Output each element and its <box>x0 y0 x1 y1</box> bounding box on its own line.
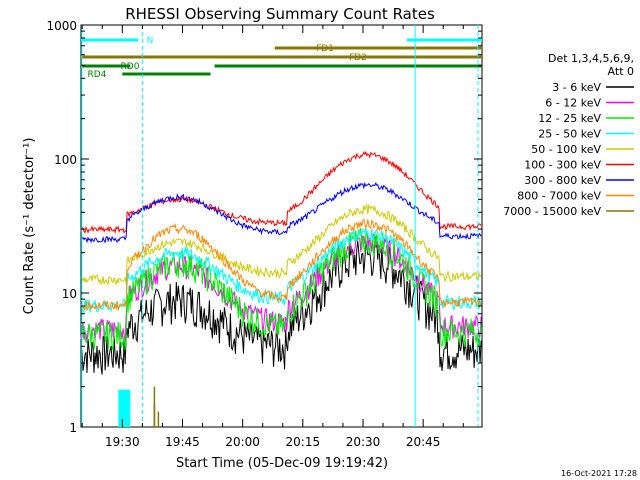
series-7-line <box>80 218 482 312</box>
legend-label: 12 - 25 keV <box>538 112 601 125</box>
series-6-line <box>80 181 482 244</box>
y-tick-label: 10 <box>62 287 77 301</box>
y-tick-label: 1 <box>69 421 77 435</box>
x-axis-label: Start Time (05-Dec-09 19:19:42) <box>176 456 388 471</box>
y-axis-ticks: 1 10 100 1000 <box>46 19 482 435</box>
x-axis-ticks: 19:30 19:45 20:00 20:15 20:30 20:45 <box>81 25 464 449</box>
y-axis-label: Count Rate (s⁻¹ detector⁻¹) <box>22 138 37 315</box>
timestamp: 16-Oct-2021 17:28 <box>561 469 637 478</box>
legend-label: 6 - 12 keV <box>545 97 601 110</box>
series-2-line <box>80 227 482 351</box>
legend-label: 25 - 50 keV <box>538 128 601 141</box>
series-layer <box>80 150 482 427</box>
legend-header: Det 1,3,4,5,6,9, <box>548 52 634 65</box>
y-tick-label: 1000 <box>46 19 77 33</box>
flag-label-rd0: RD0 <box>121 62 140 72</box>
x-tick-label: 20:45 <box>406 435 441 449</box>
x-tick-label: 20:15 <box>286 435 321 449</box>
x-tick-label: 20:30 <box>346 435 381 449</box>
series-3-block <box>118 389 131 427</box>
flag-layer: N FD1 FD2 RD0 RD4 <box>81 25 482 427</box>
legend-label: 3 - 6 keV <box>552 81 601 94</box>
legend-label: 50 - 100 keV <box>531 143 601 156</box>
x-tick-label: 19:45 <box>165 435 200 449</box>
flag-label-fd2: FD2 <box>349 53 367 63</box>
legend-label: 100 - 300 keV <box>524 159 601 172</box>
plot-frame <box>80 24 483 428</box>
series-5-line <box>80 150 482 234</box>
flag-label-fd1: FD1 <box>316 44 334 54</box>
legend-label: 800 - 7000 keV <box>517 190 601 203</box>
chart-title: RHESSI Observing Summary Count Rates <box>125 5 435 23</box>
legend-label: 300 - 800 keV <box>524 174 601 187</box>
flag-label-rd4: RD4 <box>88 70 107 80</box>
legend-label: 7000 - 15000 keV <box>503 205 601 218</box>
x-tick-label: 19:30 <box>105 435 140 449</box>
legend-header: Att 0 <box>608 65 634 78</box>
series-0-line <box>80 240 482 375</box>
plot-area: N FD1 FD2 RD0 RD4 1 10 100 1000 19:30 19:45 20:00… <box>46 19 483 449</box>
y-tick-label: 100 <box>54 153 77 167</box>
x-tick-label: 20:00 <box>225 435 260 449</box>
series-4-line <box>80 203 482 286</box>
legend: Det 1,3,4,5,6,9,Att 0 3 - 6 keV 6 - 12 keV… <box>503 52 634 218</box>
flag-label-n: N <box>147 36 154 46</box>
